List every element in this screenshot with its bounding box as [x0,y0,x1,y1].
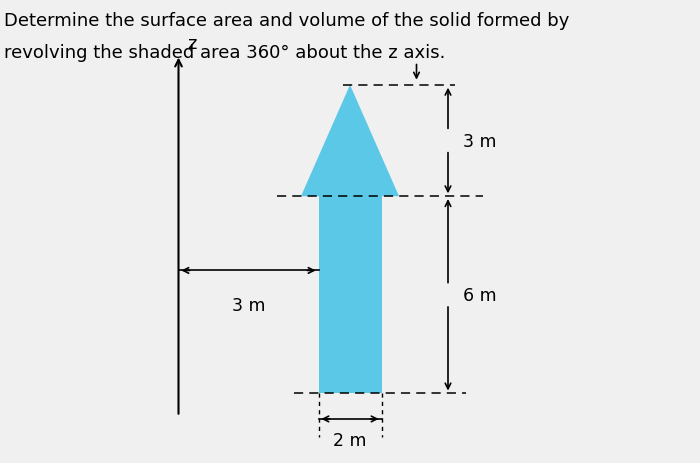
Text: 6 m: 6 m [463,286,497,304]
Polygon shape [301,86,399,197]
Text: z: z [187,35,196,53]
Text: 3 m: 3 m [463,132,497,150]
Text: Determine the surface area and volume of the solid formed by: Determine the surface area and volume of… [4,12,569,30]
Text: revolving the shaded area 360° about the z axis.: revolving the shaded area 360° about the… [4,44,445,62]
Text: 3 m: 3 m [232,296,265,314]
Polygon shape [318,197,382,394]
Text: 2 m: 2 m [333,431,367,449]
